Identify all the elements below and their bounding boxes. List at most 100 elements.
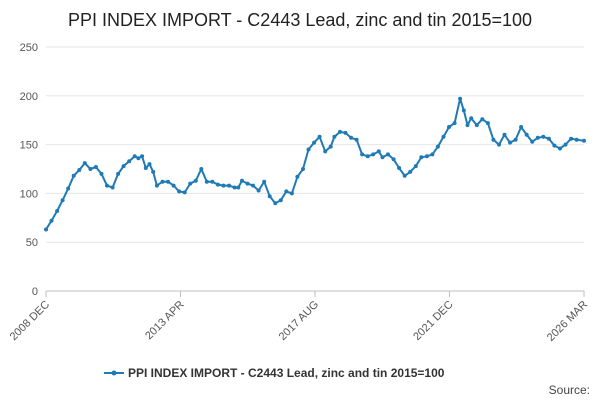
data-point[interactable]	[236, 185, 241, 190]
data-point[interactable]	[546, 136, 551, 141]
data-point[interactable]	[154, 183, 159, 188]
data-point[interactable]	[332, 134, 337, 139]
data-point[interactable]	[127, 159, 132, 164]
data-point[interactable]	[312, 140, 317, 145]
data-point[interactable]	[121, 164, 126, 169]
data-point[interactable]	[519, 125, 524, 129]
data-point[interactable]	[354, 137, 359, 142]
legend[interactable]: PPI INDEX IMPORT - C2443 Lead, zinc and …	[104, 366, 445, 380]
data-point[interactable]	[88, 167, 93, 171]
data-point[interactable]	[82, 161, 87, 166]
data-point[interactable]	[262, 179, 267, 184]
data-point[interactable]	[306, 147, 311, 152]
data-point[interactable]	[71, 173, 76, 178]
data-point[interactable]	[365, 154, 370, 159]
data-point[interactable]	[284, 189, 289, 194]
data-point[interactable]	[413, 164, 418, 169]
data-point[interactable]	[44, 227, 48, 232]
data-point[interactable]	[295, 174, 300, 179]
data-point[interactable]	[193, 178, 198, 183]
data-point[interactable]	[166, 179, 170, 184]
data-point[interactable]	[447, 125, 451, 129]
data-point[interactable]	[371, 152, 376, 157]
data-point[interactable]	[210, 179, 215, 184]
data-point[interactable]	[93, 165, 98, 169]
data-point[interactable]	[301, 167, 305, 171]
data-point[interactable]	[251, 183, 256, 188]
data-point[interactable]	[530, 139, 535, 144]
data-point[interactable]	[171, 183, 176, 188]
data-point[interactable]	[256, 188, 261, 193]
data-point[interactable]	[232, 185, 237, 190]
data-point[interactable]	[132, 154, 137, 159]
data-point[interactable]	[397, 166, 402, 170]
data-point[interactable]	[558, 146, 562, 151]
data-point[interactable]	[349, 135, 354, 140]
data-point[interactable]	[458, 96, 463, 101]
data-point[interactable]	[147, 162, 152, 167]
data-point[interactable]	[116, 171, 121, 176]
data-point[interactable]	[474, 123, 479, 128]
data-point[interactable]	[430, 152, 435, 157]
data-point[interactable]	[177, 189, 182, 194]
data-point[interactable]	[582, 138, 586, 143]
data-point[interactable]	[227, 183, 231, 188]
data-point[interactable]	[524, 132, 529, 137]
data-point[interactable]	[376, 149, 381, 154]
data-point[interactable]	[563, 142, 568, 147]
data-point[interactable]	[469, 116, 474, 121]
data-point[interactable]	[140, 154, 145, 159]
data-point[interactable]	[221, 183, 226, 188]
data-point[interactable]	[380, 155, 385, 160]
data-point[interactable]	[267, 194, 272, 199]
data-point[interactable]	[49, 218, 54, 223]
data-point[interactable]	[485, 121, 490, 126]
data-point[interactable]	[273, 201, 278, 206]
data-point[interactable]	[569, 136, 574, 141]
data-point[interactable]	[338, 129, 342, 134]
data-point[interactable]	[143, 166, 148, 170]
data-point[interactable]	[408, 169, 413, 174]
data-point[interactable]	[435, 144, 440, 149]
data-point[interactable]	[508, 140, 512, 145]
data-point[interactable]	[323, 149, 328, 154]
data-point[interactable]	[502, 132, 507, 137]
data-point[interactable]	[105, 183, 109, 188]
data-point[interactable]	[513, 137, 518, 142]
data-point[interactable]	[199, 167, 204, 171]
data-point[interactable]	[204, 179, 209, 184]
data-point[interactable]	[60, 198, 65, 203]
data-point[interactable]	[497, 142, 501, 147]
data-point[interactable]	[360, 152, 365, 157]
data-point[interactable]	[77, 168, 82, 172]
data-point[interactable]	[424, 154, 429, 159]
source-label[interactable]: Source:	[549, 383, 590, 397]
data-point[interactable]	[480, 117, 485, 122]
data-point[interactable]	[215, 182, 220, 187]
data-point[interactable]	[136, 156, 141, 161]
data-point[interactable]	[278, 198, 283, 203]
data-point[interactable]	[461, 108, 466, 113]
data-point[interactable]	[552, 143, 557, 148]
data-point[interactable]	[240, 178, 244, 183]
data-point[interactable]	[99, 171, 104, 176]
data-point[interactable]	[245, 181, 250, 186]
data-point[interactable]	[182, 190, 187, 195]
series-line[interactable]	[45, 97, 585, 231]
data-point[interactable]	[317, 134, 322, 139]
data-point[interactable]	[188, 181, 193, 186]
data-point[interactable]	[441, 134, 446, 139]
data-point[interactable]	[160, 179, 165, 184]
data-point[interactable]	[541, 134, 546, 139]
data-point[interactable]	[289, 191, 294, 196]
data-point[interactable]	[343, 130, 348, 135]
data-point[interactable]	[55, 209, 60, 213]
data-point[interactable]	[66, 186, 71, 191]
data-point[interactable]	[465, 123, 470, 128]
data-point[interactable]	[328, 144, 333, 149]
data-point[interactable]	[402, 173, 407, 178]
data-point[interactable]	[391, 157, 396, 162]
data-point[interactable]	[151, 169, 156, 174]
data-point[interactable]	[386, 152, 390, 157]
data-point[interactable]	[110, 185, 115, 190]
